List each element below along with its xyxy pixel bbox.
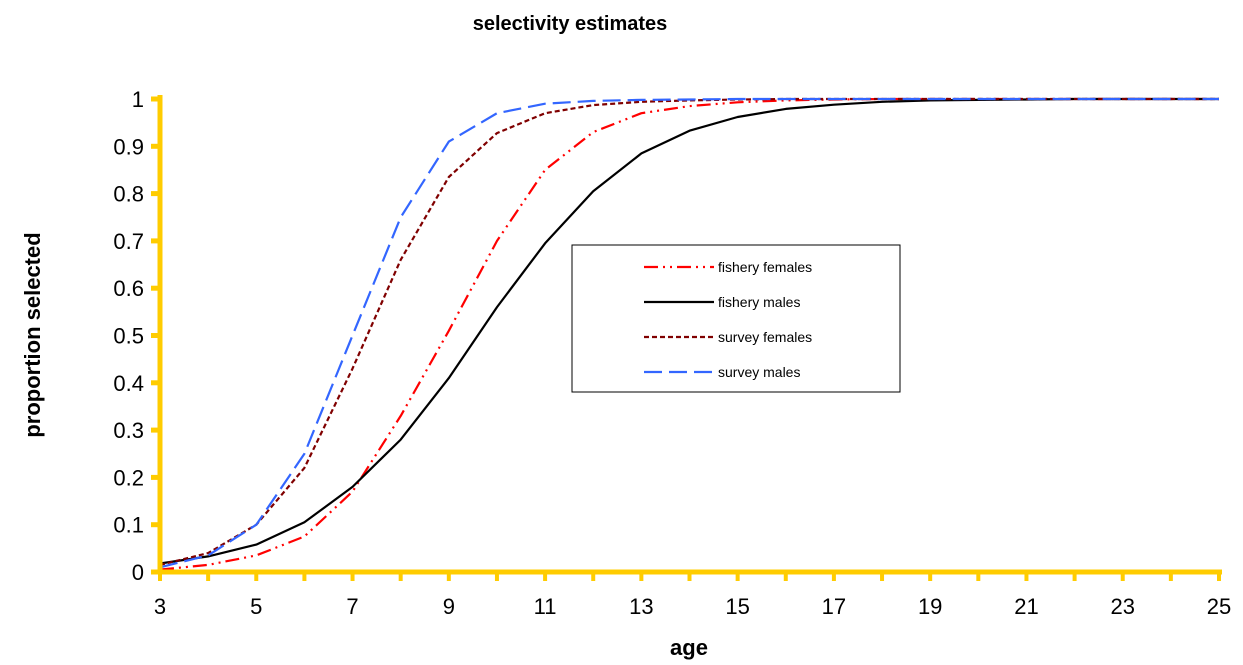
x-tick-label: 17 (822, 594, 846, 619)
y-tick-label: 0.2 (113, 465, 144, 490)
y-tick-label: 0.5 (113, 324, 144, 349)
x-tick-label: 3 (154, 594, 166, 619)
legend-box (571, 244, 901, 393)
y-tick-label: 0 (132, 560, 144, 585)
chart-title: selectivity estimates (473, 13, 668, 35)
x-axis-title: age (670, 635, 708, 660)
y-tick-label: 0.9 (113, 134, 144, 159)
series-line-4 (159, 97, 1219, 569)
legend-label-3: survey females (718, 329, 812, 345)
legend-label-4: survey males (718, 364, 800, 380)
x-tick-label: 23 (1110, 594, 1134, 619)
x-tick-label: 21 (1014, 594, 1038, 619)
legend-label-1: fishery females (718, 259, 812, 275)
y-tick-label: 1 (132, 87, 144, 112)
x-tick-label: 19 (918, 594, 942, 619)
x-tick-label: 11 (534, 594, 557, 619)
x-tick-label: 7 (346, 594, 358, 619)
y-tick-label: 0.6 (113, 276, 144, 301)
plot-lines (159, 97, 1219, 571)
x-tick-label: 13 (629, 594, 653, 619)
legend-label-2: fishery males (718, 294, 800, 310)
y-axis-title: proportion selected (20, 232, 45, 437)
y-tick-label: 0.1 (113, 513, 144, 538)
y-tick-label: 0.4 (113, 371, 144, 396)
x-tick-label: 25 (1207, 594, 1231, 619)
x-tick-label: 15 (725, 594, 749, 619)
legend: fishery females fishery males survey femal… (571, 244, 901, 393)
y-tick-label: 0.8 (113, 182, 144, 207)
x-tick-label: 9 (443, 594, 455, 619)
x-tick-label: 5 (250, 594, 262, 619)
axes: 00.10.20.30.40.50.60.70.80.913 5 7 9 11 13 15 1… (113, 87, 1231, 619)
y-tick-label: 0.7 (113, 229, 144, 254)
y-tick-label: 0.3 (113, 418, 144, 443)
